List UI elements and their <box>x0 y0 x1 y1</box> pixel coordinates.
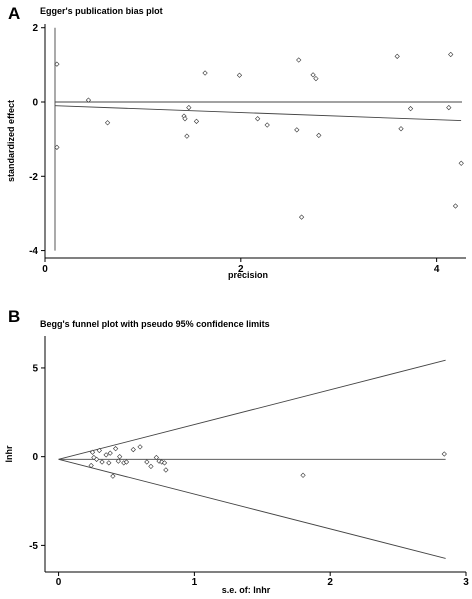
panel-b-point <box>96 447 102 454</box>
panel-a-x-tick-label: 2 <box>238 264 244 275</box>
panel-b-x-tick-label: 0 <box>56 577 62 588</box>
panel-b-letter: B <box>8 307 20 326</box>
panel-a-y-tick-label: -4 <box>29 246 38 257</box>
panel-a-point <box>104 120 111 126</box>
panel-a-point <box>448 51 454 58</box>
panel-a-point <box>202 70 208 76</box>
panel-a-point <box>313 75 319 82</box>
panel-b-point <box>144 459 150 465</box>
panel-a-point <box>85 97 92 103</box>
panel-b-title: Begg's funnel plot with pseudo 95% confi… <box>40 319 270 329</box>
panel-b-point <box>103 452 109 458</box>
panel-a-x-tick-label: 0 <box>42 264 48 275</box>
panel-a-point <box>458 160 464 166</box>
panel-a-point <box>394 53 400 59</box>
panel-a-y-tick-label: 2 <box>32 23 38 34</box>
panel-a-point <box>398 126 404 132</box>
panel-a-point <box>193 118 200 124</box>
panel-a-point <box>54 61 60 67</box>
panel-b-point <box>106 460 112 466</box>
panel-a-point <box>236 72 243 78</box>
panel-a-point <box>294 127 300 133</box>
panel-a-point <box>407 106 414 112</box>
panel-b-point <box>163 467 169 473</box>
panel-a-letter: A <box>8 4 20 23</box>
panel-a-plot: -4 -2 0 2 0 2 4 <box>29 23 466 275</box>
panel-b-x-tick-label: 2 <box>327 577 333 588</box>
panel-b-xlabel: s.e. of: lnhr <box>222 585 271 595</box>
panel-a-point <box>264 122 270 128</box>
panel-a-point <box>296 57 302 63</box>
panel-b-x-tick-label: 3 <box>463 577 469 588</box>
panel-a-point <box>54 144 60 150</box>
panel-a-xlabel: precision <box>228 270 268 280</box>
panel-b-point <box>159 459 165 465</box>
panel-b-point <box>107 450 113 456</box>
panel-a-title: Egger's publication bias plot <box>40 6 163 16</box>
panel-a-regression-line <box>54 105 462 122</box>
panel-a-point <box>298 214 305 220</box>
panel-b-plot: -5 0 5 0 1 2 3 <box>29 336 469 588</box>
panel-a-point <box>446 104 452 111</box>
panel-a-point <box>316 132 322 139</box>
panel-b-point <box>115 458 121 464</box>
panel-b-point <box>88 462 94 469</box>
panel-a-point <box>186 104 192 111</box>
panel-a-point <box>452 203 459 209</box>
panel-a-point <box>184 133 190 139</box>
panel-b-x-tick-label: 1 <box>192 577 198 588</box>
panel-b-point <box>153 454 159 461</box>
panel-b-point <box>123 459 130 465</box>
panel-a-point <box>310 72 316 78</box>
panel-b-point <box>93 456 100 462</box>
panel-b-point <box>89 449 96 455</box>
panel-a-x-tick-label: 4 <box>434 264 440 275</box>
panel-a-y-tick-label: 0 <box>32 98 38 109</box>
panel-b-y-tick-label: -5 <box>29 541 38 552</box>
panel-b-point <box>99 459 105 465</box>
panel-b-point <box>112 446 119 452</box>
panel-a-ylabel: standardized effect <box>6 100 16 182</box>
panel-b-point <box>300 472 306 478</box>
panel-b-y-tick-label: 5 <box>32 363 38 374</box>
panel-b-point <box>441 451 447 457</box>
panel-b-point <box>110 473 116 479</box>
panel-b-point <box>117 454 123 460</box>
panel-b-y-tick-label: 0 <box>32 452 38 463</box>
panel-b-upper-limit-line <box>58 359 446 460</box>
panel-a-y-tick-label: -2 <box>29 172 38 183</box>
panel-b-point <box>91 454 97 461</box>
panel-b-point <box>137 444 143 450</box>
panel-b-lower-limit-line <box>58 458 446 559</box>
panel-b-point <box>130 446 136 453</box>
panel-a-point <box>182 116 188 122</box>
panel-b-ylabel: lnhr <box>4 445 14 462</box>
panel-a-point <box>255 116 261 122</box>
panel-b-point <box>161 460 168 466</box>
panel-b-point <box>148 463 154 470</box>
